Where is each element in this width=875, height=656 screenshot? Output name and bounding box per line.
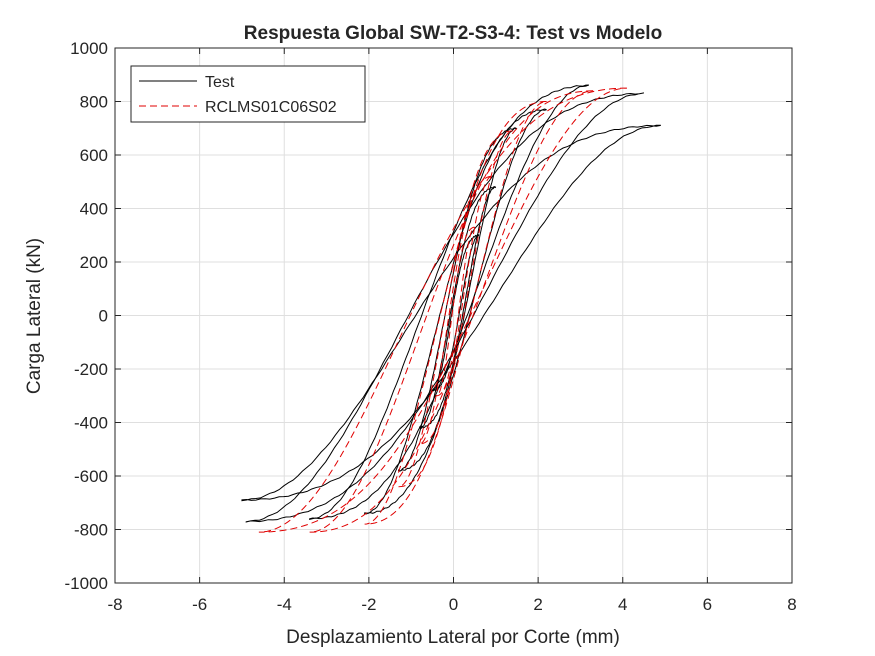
y-tick-label: 400 (80, 200, 108, 219)
x-tick-label: 2 (533, 595, 542, 614)
x-tick-label: -6 (192, 595, 207, 614)
hysteresis-loop (364, 108, 547, 515)
y-tick-label: -800 (74, 521, 108, 540)
x-tick-label: -8 (107, 595, 122, 614)
x-tick-label: 6 (703, 595, 712, 614)
legend-label-test: Test (205, 74, 235, 91)
x-tick-label: 4 (618, 595, 627, 614)
legend-label-model: RCLMS01C06S02 (205, 99, 337, 116)
x-tick-label: -2 (361, 595, 376, 614)
y-tick-label: -600 (74, 467, 108, 486)
hysteresis-loop (398, 130, 513, 488)
plot-area (241, 84, 661, 533)
series-layer (241, 84, 661, 533)
y-tick-label: -1000 (65, 574, 108, 593)
y-tick-label: 0 (99, 307, 108, 326)
tick-labels: -8 -6 -4 -2 0 2 4 6 8 -1000 -800 -600 -400 -200 0 200 40… (65, 39, 797, 614)
chart-title: Respuesta Global SW-T2-S3-4: Test vs Mod… (244, 23, 662, 44)
hysteresis-loop (309, 90, 594, 533)
hysteresis-loop (245, 92, 645, 523)
legend-box (130, 65, 366, 123)
hysteresis-loop (309, 84, 590, 521)
series-test (241, 84, 661, 523)
hysteresis-loop (258, 87, 628, 533)
legend: Test RCLMS01C06S02 (130, 65, 366, 123)
hysteresis-loop (364, 101, 547, 525)
y-tick-label: 1000 (70, 39, 108, 58)
series-model (258, 87, 628, 533)
x-tick-label: 0 (449, 595, 458, 614)
x-axis-label: Desplazamiento Lateral por Corte (mm) (286, 627, 620, 648)
hysteresis-loop (397, 127, 518, 472)
y-tick-label: 800 (80, 93, 108, 112)
y-tick-label: 600 (80, 146, 108, 165)
tick-marks (114, 47, 793, 584)
y-tick-label: -200 (74, 360, 108, 379)
y-axis-label: Carga Lateral (kN) (24, 238, 45, 394)
y-tick-label: 200 (80, 253, 108, 272)
hysteresis-loop (241, 124, 661, 502)
x-tick-label: 8 (787, 595, 796, 614)
x-tick-label: -4 (277, 595, 292, 614)
hysteresis-loop (436, 226, 475, 397)
y-tick-label: -400 (74, 414, 108, 433)
